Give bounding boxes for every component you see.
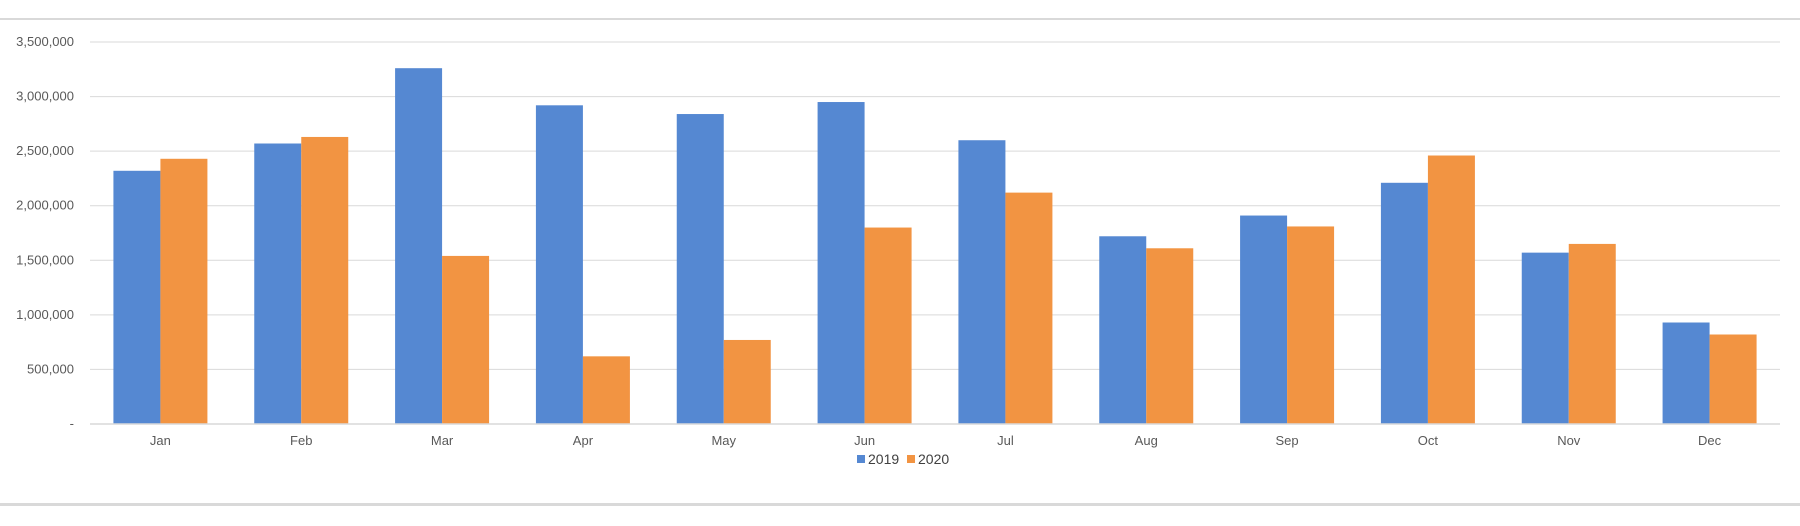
bar-2019-Oct: [1380, 182, 1428, 424]
legend-swatch-2019: [857, 455, 865, 463]
x-tick-label: Aug: [1135, 433, 1158, 448]
y-axis-ticks: - 500,000 1,000,000 1,500,000 2,000,000 2,500…: [16, 34, 74, 431]
y-tick-label: 3,000,000: [16, 89, 74, 104]
bar-2020-Mar: [442, 255, 490, 424]
bars: [113, 68, 1757, 425]
legend-label-2020: 2020: [918, 451, 949, 467]
legend: 2019 2020: [857, 451, 949, 467]
y-tick-label: 1,000,000: [16, 307, 74, 322]
y-tick-label: 3,500,000: [16, 34, 74, 49]
x-tick-label: Nov: [1557, 433, 1581, 448]
bar-2019-Jul: [958, 140, 1006, 424]
gridlines: [90, 41, 1780, 370]
x-tick-label: Mar: [431, 433, 454, 448]
y-tick-label: 2,500,000: [16, 143, 74, 158]
x-tick-label: Jul: [997, 433, 1014, 448]
bar-2020-Jan: [160, 158, 208, 425]
bar-2019-Jan: [113, 170, 161, 424]
bar-2020-Sep: [1287, 226, 1335, 424]
bar-2019-Feb: [254, 143, 302, 424]
x-axis-ticks: Jan Feb Mar Apr May Jun Jul Aug Sep Oct Nov Dec: [150, 433, 1722, 448]
y-tick-label: 1,500,000: [16, 252, 74, 267]
bar-2020-Dec: [1709, 334, 1757, 424]
x-tick-label: Apr: [573, 433, 594, 448]
x-tick-label: Feb: [290, 433, 312, 448]
bar-2019-Aug: [1099, 236, 1147, 424]
bar-2020-May: [723, 339, 771, 424]
x-tick-label: Oct: [1418, 433, 1439, 448]
chart-frame: - 500,000 1,000,000 1,500,000 2,000,000 2,500…: [0, 18, 1800, 506]
bar-2019-Jun: [817, 102, 865, 425]
bar-2020-Jun: [864, 227, 912, 424]
legend-swatch-2020: [907, 455, 915, 463]
bar-2019-Nov: [1521, 252, 1569, 424]
x-tick-label: Dec: [1698, 433, 1722, 448]
bar-2020-Jul: [1005, 192, 1053, 424]
y-tick-label: 500,000: [27, 361, 74, 376]
y-tick-label: -: [70, 416, 74, 431]
bar-2019-Apr: [535, 105, 583, 424]
bar-2020-Nov: [1568, 243, 1616, 424]
x-tick-label: Sep: [1276, 433, 1299, 448]
x-tick-label: Jun: [854, 433, 875, 448]
bar-2019-Mar: [395, 68, 443, 425]
x-tick-label: May: [711, 433, 736, 448]
bar-2019-Dec: [1662, 322, 1710, 424]
bar-2020-Apr: [582, 356, 630, 424]
bar-2019-May: [676, 114, 724, 424]
bar-2020-Aug: [1146, 248, 1194, 424]
legend-label-2019: 2019: [868, 451, 899, 467]
bar-2020-Oct: [1427, 155, 1475, 424]
bar-2020-Feb: [301, 136, 349, 424]
y-tick-label: 2,000,000: [16, 198, 74, 213]
bar-chart: - 500,000 1,000,000 1,500,000 2,000,000 2,500…: [16, 34, 1780, 467]
bar-2019-Sep: [1240, 215, 1288, 424]
x-tick-label: Jan: [150, 433, 171, 448]
